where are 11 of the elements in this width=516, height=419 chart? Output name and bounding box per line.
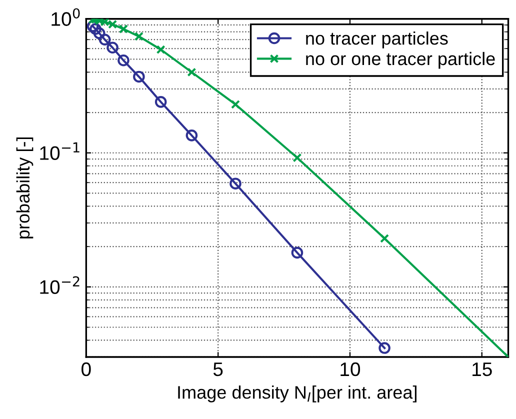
y-axis-title: probability [-] <box>16 138 34 238</box>
x-tick-label: 10 <box>340 362 360 376</box>
legend-label: no or one tracer particle <box>306 52 495 69</box>
x-tick-label: 0 <box>82 362 91 376</box>
x-axis-title: Image density N$_{I}$[per int. area] <box>178 386 416 402</box>
y-tick-label: 10$^{−1}$ <box>40 142 80 160</box>
x-tick-label: 5 <box>213 362 223 376</box>
y-tick-label: 10$^{0}$ <box>52 8 80 26</box>
x-tick-label: 15 <box>472 362 492 376</box>
legend-label: no tracer particles <box>306 31 448 48</box>
y-tick-label: 10$^{−2}$ <box>40 276 80 294</box>
